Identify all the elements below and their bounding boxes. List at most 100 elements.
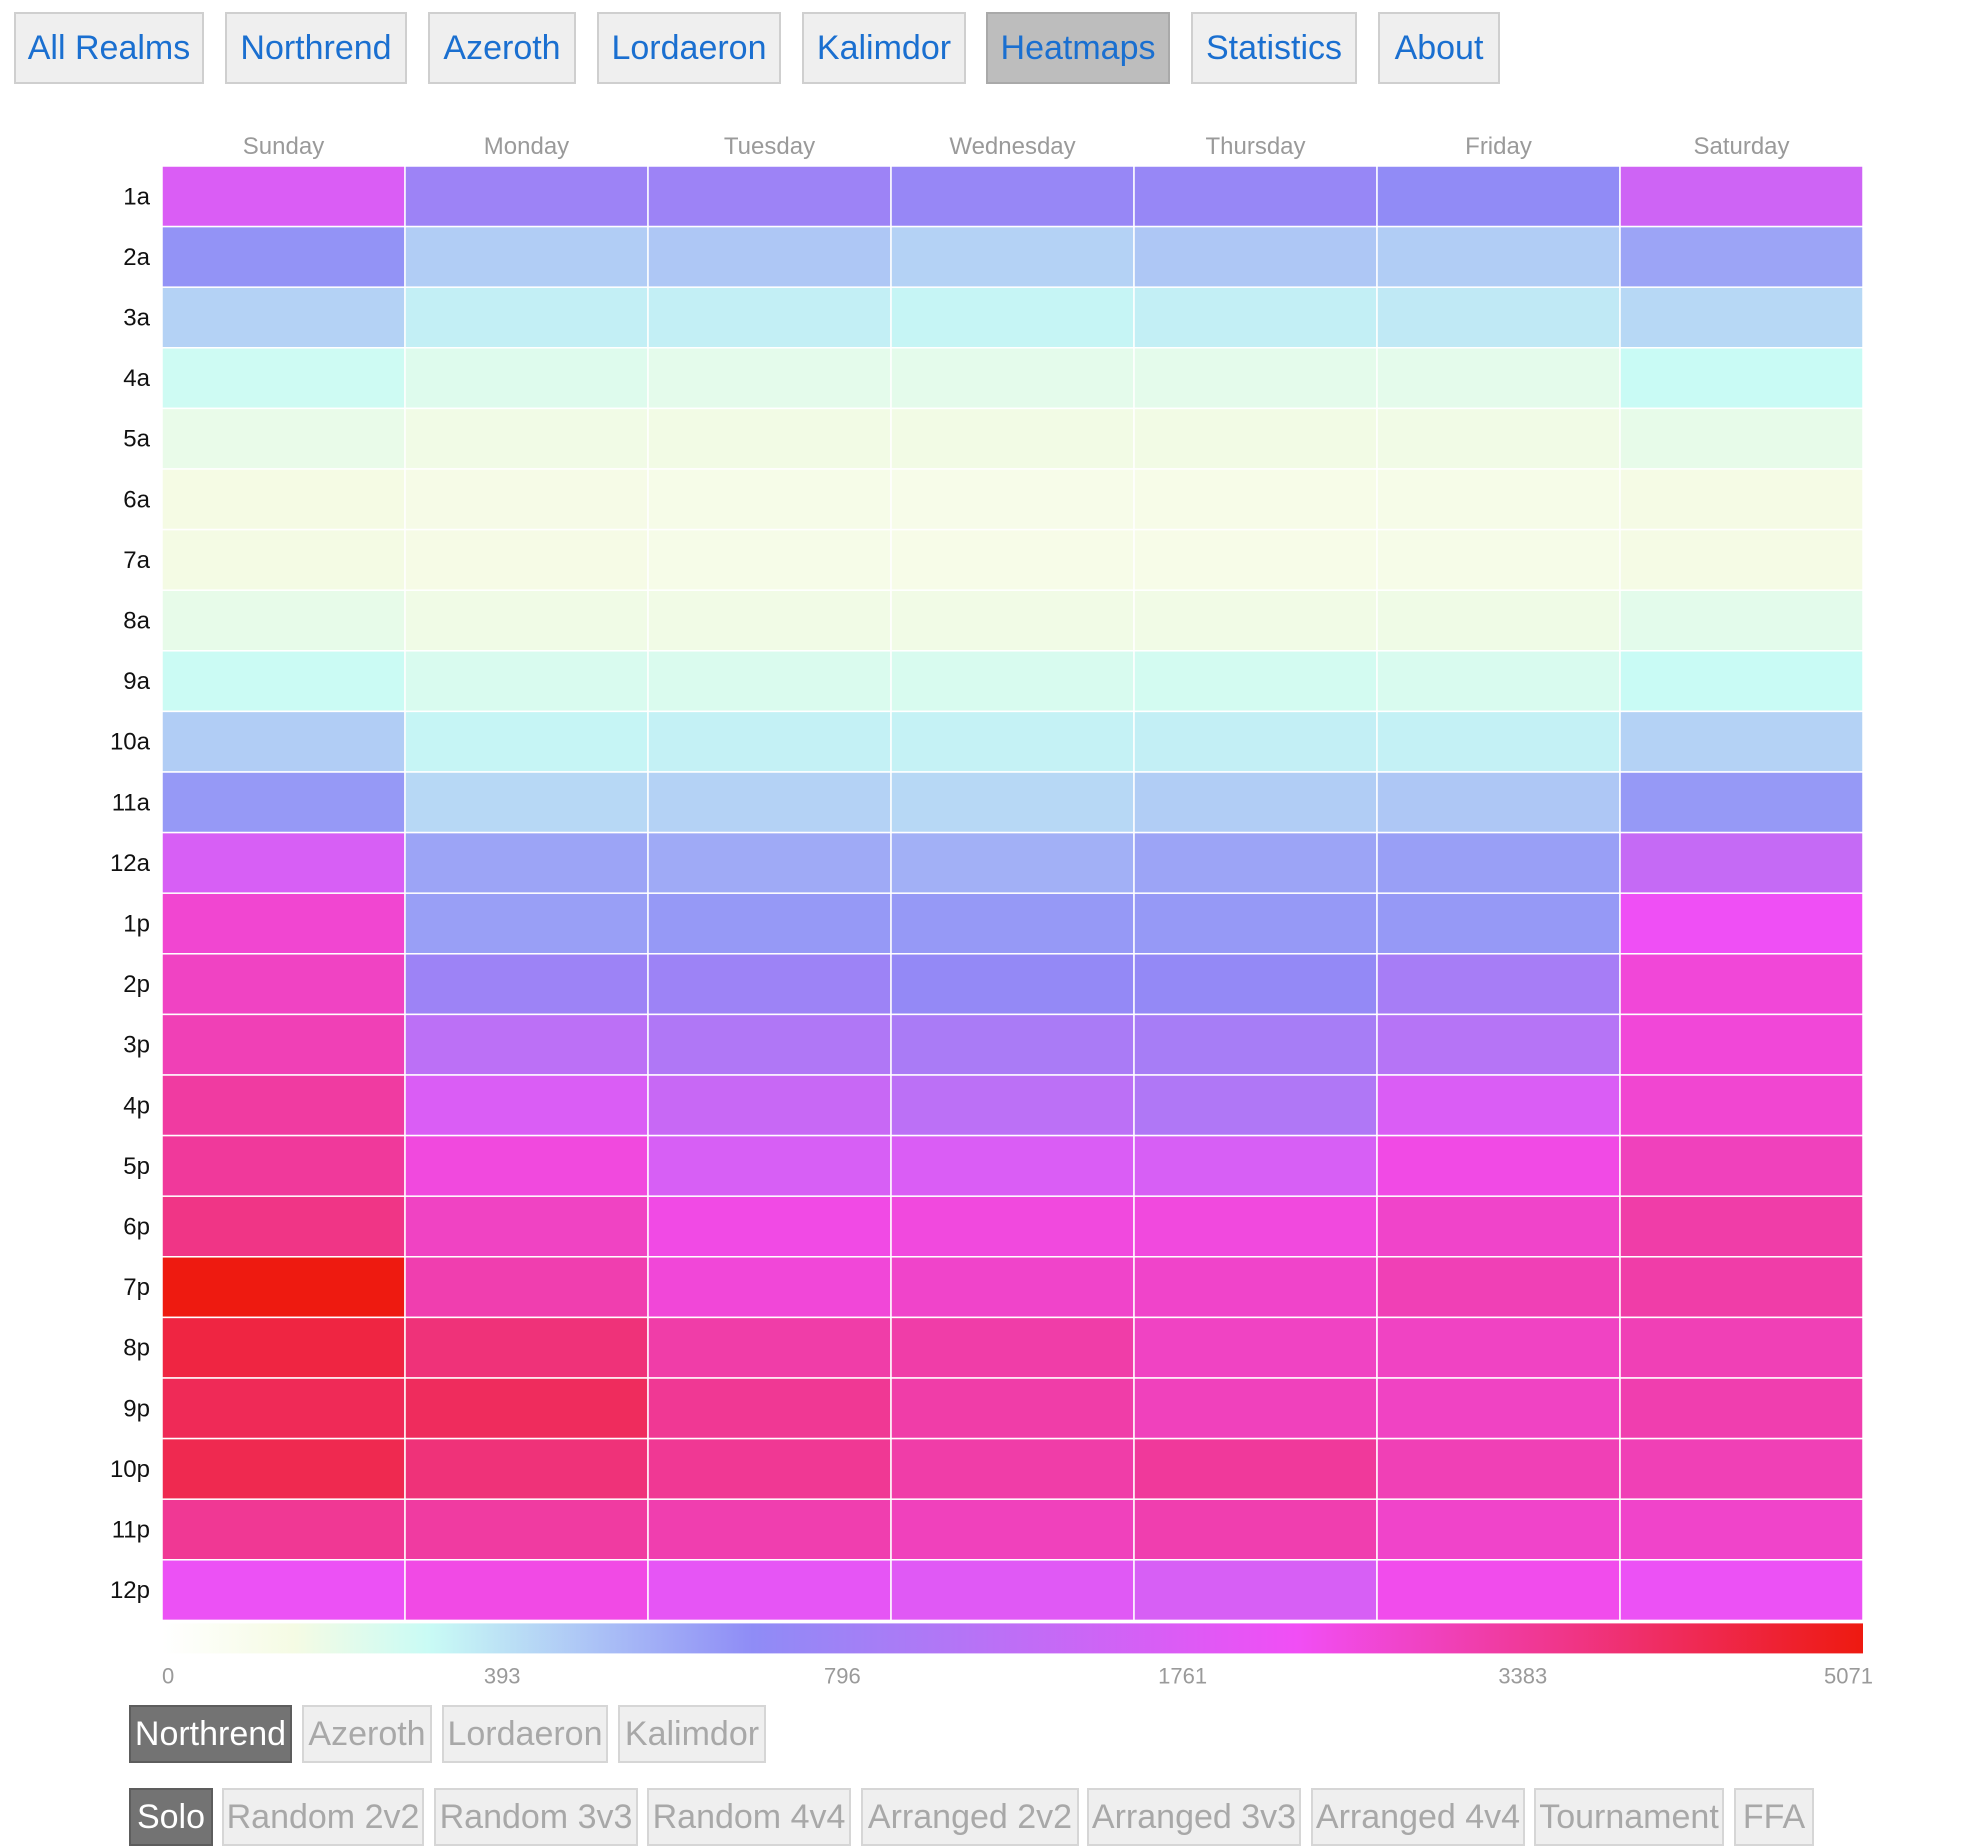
hour-label: 7p	[123, 1274, 150, 1301]
heatmap-cell	[1133, 468, 1378, 531]
nav-northrend[interactable]: Northrend	[225, 12, 407, 84]
heatmap-cell	[161, 407, 406, 470]
heatmap-cell	[161, 953, 406, 1016]
heatmap-cell	[404, 771, 649, 834]
legend-tick-label: 796	[824, 1663, 861, 1688]
heatmap-cell	[161, 468, 406, 531]
realm-kalimdor[interactable]: Kalimdor	[618, 1705, 766, 1763]
heatmap-cell	[1619, 1316, 1864, 1379]
heatmap-cell	[161, 710, 406, 773]
heatmap-cell	[890, 1377, 1135, 1440]
heatmap-cell	[647, 286, 892, 349]
hour-label: 3p	[123, 1032, 150, 1059]
heatmap-cell	[1619, 650, 1864, 713]
heatmap-cell	[1376, 831, 1621, 894]
bracket-arranged-3v3[interactable]: Arranged 3v3	[1087, 1788, 1301, 1846]
heatmap-cell	[647, 892, 892, 955]
bracket-ffa[interactable]: FFA	[1734, 1788, 1814, 1846]
heatmap-cell	[404, 650, 649, 713]
heatmap-cell	[1619, 1437, 1864, 1500]
legend-tick-label: 5071	[1824, 1663, 1873, 1688]
heatmap-cell	[647, 710, 892, 773]
heatmap-cell	[1376, 1256, 1621, 1319]
heatmap-cell	[1376, 165, 1621, 228]
heatmap-cell	[1133, 892, 1378, 955]
heatmap-cell	[1619, 1134, 1864, 1197]
heatmap-cell	[1133, 1377, 1378, 1440]
nav-lordaeron[interactable]: Lordaeron	[597, 12, 781, 84]
heatmap-cell	[404, 1437, 649, 1500]
heatmap-cell	[1133, 1316, 1378, 1379]
heatmap-cell	[1133, 1195, 1378, 1258]
heatmap-cell	[647, 1013, 892, 1076]
heatmap-cell	[404, 286, 649, 349]
heatmap-cell	[890, 1437, 1135, 1500]
heatmap-cell	[404, 1013, 649, 1076]
heatmap-cell	[890, 528, 1135, 591]
hour-label: 8a	[123, 608, 150, 635]
heatmap-cell	[404, 407, 649, 470]
heatmap-cell	[1619, 1377, 1864, 1440]
heatmap-cell	[404, 953, 649, 1016]
heatmap-cell	[1376, 650, 1621, 713]
nav-statistics[interactable]: Statistics	[1191, 12, 1357, 84]
nav-heatmaps[interactable]: Heatmaps	[986, 12, 1170, 84]
realm-northrend[interactable]: Northrend	[129, 1705, 292, 1763]
hour-label: 6a	[123, 486, 150, 513]
heatmap-cell	[1133, 1256, 1378, 1319]
heatmap-cell	[161, 1013, 406, 1076]
heatmap-cell	[1376, 1377, 1621, 1440]
heatmap-cell	[161, 1134, 406, 1197]
hour-labels: 1a 2a 3a 4a 5a 6a 7a 8a 9a 10a 11a 12a 1p 2p 3p 4p 5p 6p 7…	[110, 183, 151, 1604]
heatmap-cell	[161, 892, 406, 955]
bracket-random-2v2[interactable]: Random 2v2	[222, 1788, 424, 1846]
bracket-arranged-2v2[interactable]: Arranged 2v2	[861, 1788, 1079, 1846]
heatmap-cell	[404, 589, 649, 652]
day-label: Saturday	[1693, 133, 1789, 160]
heatmap-cell	[1619, 710, 1864, 773]
heatmap-cell	[1133, 589, 1378, 652]
bracket-arranged-4v4[interactable]: Arranged 4v4	[1311, 1788, 1525, 1846]
heatmap-cell	[1376, 771, 1621, 834]
top-navigation: All Realms Northrend Azeroth Lordaeron K…	[0, 0, 1988, 100]
heatmap-cell	[890, 1013, 1135, 1076]
heatmap-cell	[1619, 225, 1864, 288]
hour-label: 1a	[123, 183, 150, 210]
heatmap-cell	[404, 347, 649, 410]
heatmap-cell	[1376, 1498, 1621, 1561]
heatmap-cell	[404, 831, 649, 894]
bracket-random-3v3[interactable]: Random 3v3	[434, 1788, 638, 1846]
hour-label: 3a	[123, 305, 150, 332]
heatmap-cell	[404, 225, 649, 288]
heatmap-cell	[1619, 1195, 1864, 1258]
heatmap-cell	[1133, 165, 1378, 228]
nav-azeroth[interactable]: Azeroth	[428, 12, 576, 84]
heatmap-cell	[1133, 1134, 1378, 1197]
heatmap-cell	[647, 953, 892, 1016]
heatmap-cell	[161, 771, 406, 834]
realm-lordaeron[interactable]: Lordaeron	[442, 1705, 608, 1763]
nav-all-realms[interactable]: All Realms	[14, 12, 204, 84]
heatmap-cell	[1133, 1013, 1378, 1076]
heatmap-cell	[1619, 347, 1864, 410]
heatmap-cell	[647, 1316, 892, 1379]
hour-label: 8p	[123, 1335, 150, 1362]
heatmap-cell	[1376, 1134, 1621, 1197]
bracket-solo[interactable]: Solo	[129, 1788, 213, 1846]
realm-azeroth[interactable]: Azeroth	[302, 1705, 432, 1763]
heatmap-cell	[161, 1316, 406, 1379]
bracket-random-4v4[interactable]: Random 4v4	[647, 1788, 851, 1846]
heatmap-cell	[890, 1316, 1135, 1379]
heatmap-cell	[1619, 468, 1864, 531]
heatmap-cell	[161, 286, 406, 349]
hour-label: 12p	[110, 1577, 150, 1604]
heatmap-cell	[1133, 831, 1378, 894]
heatmap-cell	[1619, 1559, 1864, 1622]
heatmap-cell	[647, 528, 892, 591]
heatmap-cell	[647, 1195, 892, 1258]
heatmap-cell	[1133, 225, 1378, 288]
bracket-tournament[interactable]: Tournament	[1534, 1788, 1724, 1846]
heatmap-cell	[1133, 1559, 1378, 1622]
nav-about[interactable]: About	[1378, 12, 1500, 84]
nav-kalimdor[interactable]: Kalimdor	[802, 12, 966, 84]
